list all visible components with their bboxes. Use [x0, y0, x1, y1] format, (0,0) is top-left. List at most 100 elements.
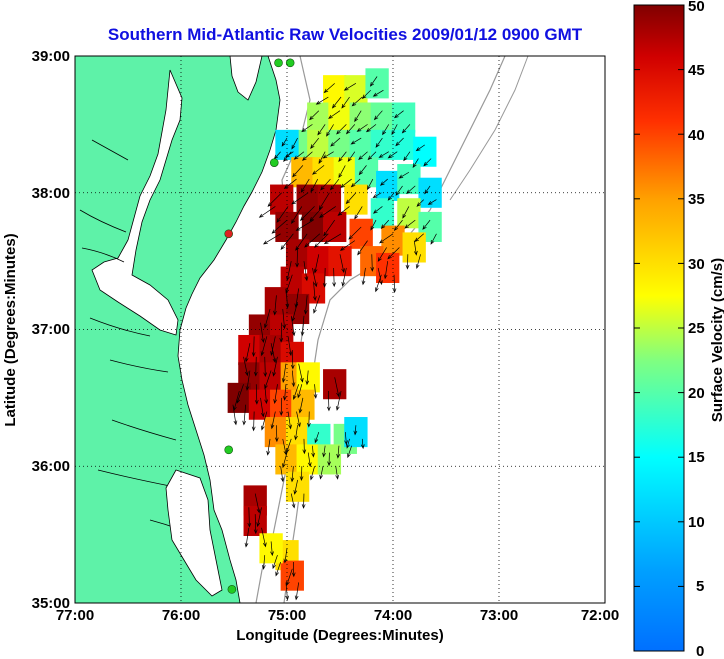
velocity-vector [350, 178, 361, 188]
velocity-vector [317, 124, 326, 136]
radar-stations [224, 58, 295, 594]
velocity-vector [293, 479, 298, 495]
velocity-vector [339, 240, 356, 251]
velocity-vector [318, 206, 336, 218]
velocity-vector [357, 240, 368, 256]
velocity-vector [329, 178, 340, 191]
velocity-cell [328, 246, 352, 277]
velocity-vector [354, 206, 363, 220]
velocity-cell [397, 198, 421, 229]
velocity-vector [254, 493, 261, 514]
velocity-vector [266, 438, 271, 456]
velocity-cell [296, 362, 320, 393]
velocity-vector [330, 137, 341, 147]
velocity-vector [244, 343, 251, 363]
colorbar-tick-label: 0 [696, 643, 704, 659]
velocity-vector [413, 240, 418, 256]
velocity-vector [285, 438, 292, 454]
velocity-vector [427, 199, 437, 205]
velocity-cell [275, 444, 299, 475]
velocity-vector [281, 137, 288, 147]
velocity-vector [304, 233, 321, 248]
velocity-vector [313, 254, 320, 274]
velocity-cell [307, 246, 331, 277]
velocity-vector [406, 185, 416, 194]
x-tick-label: 74:00 [374, 607, 412, 624]
velocity-vector [383, 261, 389, 280]
velocity-vector [422, 219, 431, 230]
velocity-vector [338, 151, 347, 162]
velocity-vector [335, 390, 342, 411]
velocity-vector [331, 96, 342, 109]
velocity-vector [301, 493, 306, 509]
colorbar-tick-label: 50 [688, 0, 705, 15]
velocity-vector [299, 466, 304, 481]
velocity-vector [276, 206, 289, 223]
velocity-cell [344, 417, 368, 448]
velocity-vector [313, 295, 321, 314]
velocity-vector [347, 445, 352, 459]
velocity-vector [298, 363, 304, 383]
velocity-vector [346, 438, 350, 449]
velocity-vector [311, 445, 315, 458]
velocity-vector [345, 192, 357, 205]
velocity-vector [258, 206, 276, 218]
velocity-vector [337, 206, 350, 216]
velocity-vector [404, 219, 416, 229]
velocity-vector [309, 206, 324, 222]
velocity-vector [326, 391, 331, 412]
colorbar [633, 4, 685, 652]
velocity-vector [287, 336, 293, 357]
velocity-vector [273, 384, 278, 405]
velocity-vector [430, 233, 437, 245]
chesapeake-bay [91, 69, 183, 336]
velocity-vector [361, 89, 371, 99]
velocity-vector [303, 295, 308, 315]
velocity-vector [281, 363, 287, 383]
velocity-vector [378, 151, 389, 158]
velocity-cell [376, 170, 400, 201]
velocity-vector [312, 267, 318, 288]
velocity-vector [405, 254, 410, 270]
velocity-vector [282, 308, 287, 330]
velocity-vector [323, 219, 335, 237]
velocity-vector [372, 192, 382, 199]
velocity-vector [375, 274, 382, 293]
velocity-vector [267, 192, 282, 207]
velocity-cell [333, 157, 357, 188]
colorbar-tick-label: 35 [688, 191, 705, 208]
velocity-vector [387, 247, 400, 260]
velocity-vector [242, 404, 247, 426]
velocity-vector [332, 267, 336, 288]
velocity-vector [387, 192, 395, 201]
velocity-cell [391, 129, 416, 160]
velocity-vector [274, 425, 279, 443]
velocity-cell [259, 533, 283, 564]
velocity-vector [294, 425, 298, 441]
y-tick-labels: 39:00 38:00 37:00 36:00 35:00 [32, 48, 70, 612]
velocity-vector [247, 507, 252, 528]
velocity-vector [287, 411, 292, 430]
velocity-cell [296, 444, 320, 475]
velocity-vector [360, 438, 365, 450]
velocity-cell [285, 471, 310, 502]
velocity-vector [283, 548, 288, 564]
radar-station [285, 58, 295, 68]
velocity-vector [310, 137, 320, 149]
velocity-vector [341, 267, 347, 287]
velocity-vector [270, 411, 276, 430]
velocity-vector [328, 110, 341, 119]
velocity-vector [372, 89, 384, 97]
velocity-vector [272, 555, 278, 570]
velocity-vector [323, 83, 335, 94]
velocity-cell [259, 362, 283, 393]
x-tick-labels: 77:00 76:00 75:00 74:00 73:00 72:00 [56, 607, 619, 624]
velocity-vector [361, 267, 366, 286]
velocity-vector [393, 110, 404, 119]
colorbar-tick-label: 25 [688, 320, 705, 337]
velocity-vector [314, 233, 329, 248]
map-layer [75, 56, 529, 603]
velocity-vector [251, 411, 256, 432]
velocity-cell [323, 369, 347, 400]
velocity-vector [320, 178, 331, 191]
